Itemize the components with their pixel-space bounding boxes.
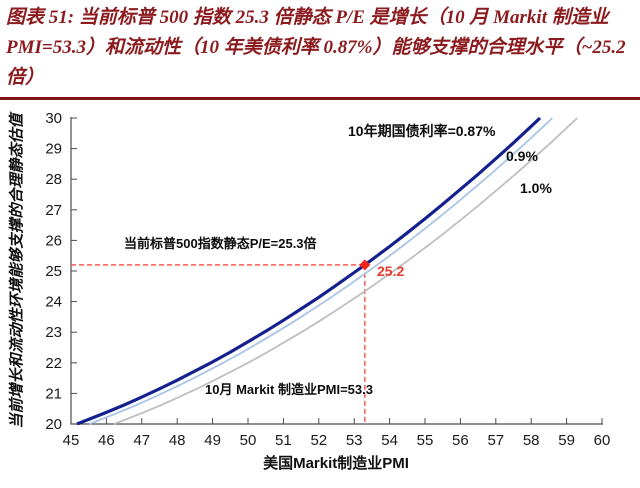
y-tick-label: 20 xyxy=(45,416,62,433)
y-tick-label: 24 xyxy=(45,294,62,311)
highlight-dashed-guides xyxy=(71,264,366,424)
x-tick-label: 55 xyxy=(417,432,434,449)
x-tick-label: 59 xyxy=(558,432,575,449)
y-tick-label: 29 xyxy=(45,141,62,158)
y-tick-label: 21 xyxy=(45,385,62,402)
current-pe-annotation: 当前标普500指数静态P/E=25.3倍 xyxy=(124,236,317,251)
series-curve-1 xyxy=(89,117,554,425)
series-curve-0 xyxy=(76,116,542,425)
x-axis-title: 美国Markit制造业PMI xyxy=(263,455,409,472)
series-label-0-9pct: 0.9% xyxy=(506,148,538,164)
x-tick-label: 53 xyxy=(346,432,363,449)
y-tick-label: 23 xyxy=(45,324,62,341)
y-tick-label: 25 xyxy=(45,263,62,280)
x-tick-label: 50 xyxy=(240,432,257,449)
y-tick-label: 26 xyxy=(45,232,62,249)
figure-title: 图表 51: 当前标普 500 指数 25.3 倍静态 P/E 是增长（10 月… xyxy=(6,7,626,88)
y-tick-label: 28 xyxy=(45,171,62,188)
x-tick-label: 56 xyxy=(452,432,469,449)
x-tick-label: 45 xyxy=(63,432,80,449)
x-tick-label: 58 xyxy=(523,432,540,449)
x-tick-label: 48 xyxy=(169,432,186,449)
series-curve-2 xyxy=(113,117,578,425)
y-axis-title: 当前增长和流动性环境能够支撑的合理静态估值 xyxy=(9,113,26,429)
highlight-marker xyxy=(359,259,371,271)
x-tick-label: 49 xyxy=(204,432,221,449)
x-tick-label: 52 xyxy=(310,432,327,449)
y-tick-label: 30 xyxy=(45,110,62,127)
y-tick-label: 22 xyxy=(45,355,62,372)
x-tick-label: 54 xyxy=(381,432,398,449)
x-tick-label: 51 xyxy=(275,432,292,449)
y-tick-label: 27 xyxy=(45,202,62,219)
x-tick-label: 46 xyxy=(98,432,115,449)
x-tick-label: 47 xyxy=(133,432,150,449)
current-pmi-annotation: 10月 Markit 制造业PMI=53.3 xyxy=(205,382,373,397)
title-divider xyxy=(0,97,640,100)
series-label-0-87pct: 10年期国债利率=0.87% xyxy=(348,123,496,139)
highlight-point-value: 25.2 xyxy=(377,263,405,279)
x-tick-label: 60 xyxy=(594,432,611,449)
series-label-1-0pct: 1.0% xyxy=(520,180,552,196)
x-tick-label: 57 xyxy=(487,432,504,449)
